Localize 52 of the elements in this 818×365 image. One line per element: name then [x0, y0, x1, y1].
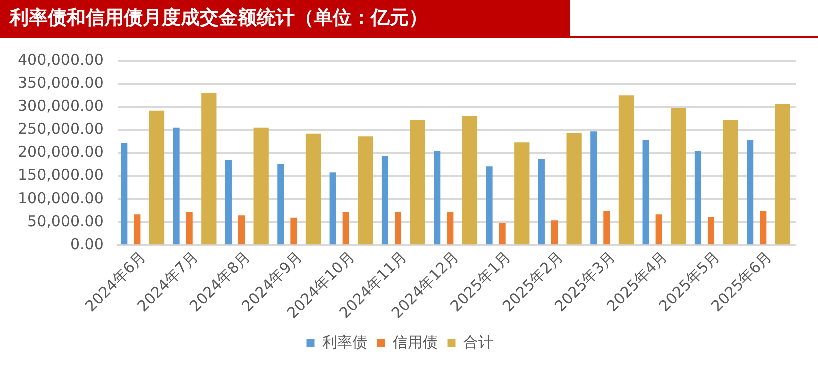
bar	[671, 108, 686, 245]
bar	[121, 143, 128, 245]
bar	[382, 156, 388, 245]
y-tick-label: 250,000.00	[18, 120, 104, 138]
y-tick-label: 350,000.00	[18, 74, 104, 92]
bar	[410, 120, 426, 245]
y-tick-label: 150,000.00	[18, 166, 104, 184]
bar	[173, 128, 180, 245]
y-tick-label: 200,000.00	[18, 143, 104, 162]
bar	[278, 164, 284, 245]
bar	[149, 110, 165, 245]
y-tick-label: 50,000.00	[28, 212, 104, 230]
bar	[590, 132, 598, 245]
bar	[342, 212, 350, 245]
bar	[358, 136, 374, 245]
bar	[551, 220, 558, 245]
bar	[604, 210, 610, 245]
bar	[656, 214, 662, 245]
y-tick-label: 400,000.00	[18, 50, 104, 69]
bar	[618, 96, 634, 245]
bar	[134, 214, 141, 245]
bar	[723, 120, 738, 245]
bar	[538, 159, 545, 245]
bar	[499, 223, 506, 245]
bar	[447, 212, 454, 245]
chart-title: 利率债和信用债月度成交金额统计（单位：亿元）	[0, 0, 570, 36]
legend-label: 利率债	[322, 333, 368, 352]
y-tick-label: 0.00	[70, 235, 104, 254]
bar	[225, 160, 232, 245]
bar	[186, 212, 193, 245]
bar	[254, 128, 269, 245]
bar	[202, 93, 217, 245]
y-tick-label: 100,000.00	[18, 189, 104, 208]
bar	[708, 216, 714, 245]
bar	[775, 104, 791, 245]
bar	[434, 151, 441, 245]
legend-label: 合计	[463, 333, 494, 352]
bar	[694, 151, 702, 245]
bar	[566, 132, 582, 245]
bar	[330, 172, 336, 245]
y-tick-label: 300,000.00	[18, 97, 104, 116]
bar	[290, 218, 298, 245]
bar	[462, 116, 478, 245]
bar	[306, 134, 322, 245]
bar	[486, 166, 493, 245]
bar	[395, 212, 402, 245]
legend-label: 信用债	[392, 333, 438, 352]
bar	[642, 140, 650, 245]
bar	[238, 216, 246, 245]
bar	[747, 140, 754, 245]
bar	[760, 210, 767, 245]
bar	[514, 142, 530, 245]
